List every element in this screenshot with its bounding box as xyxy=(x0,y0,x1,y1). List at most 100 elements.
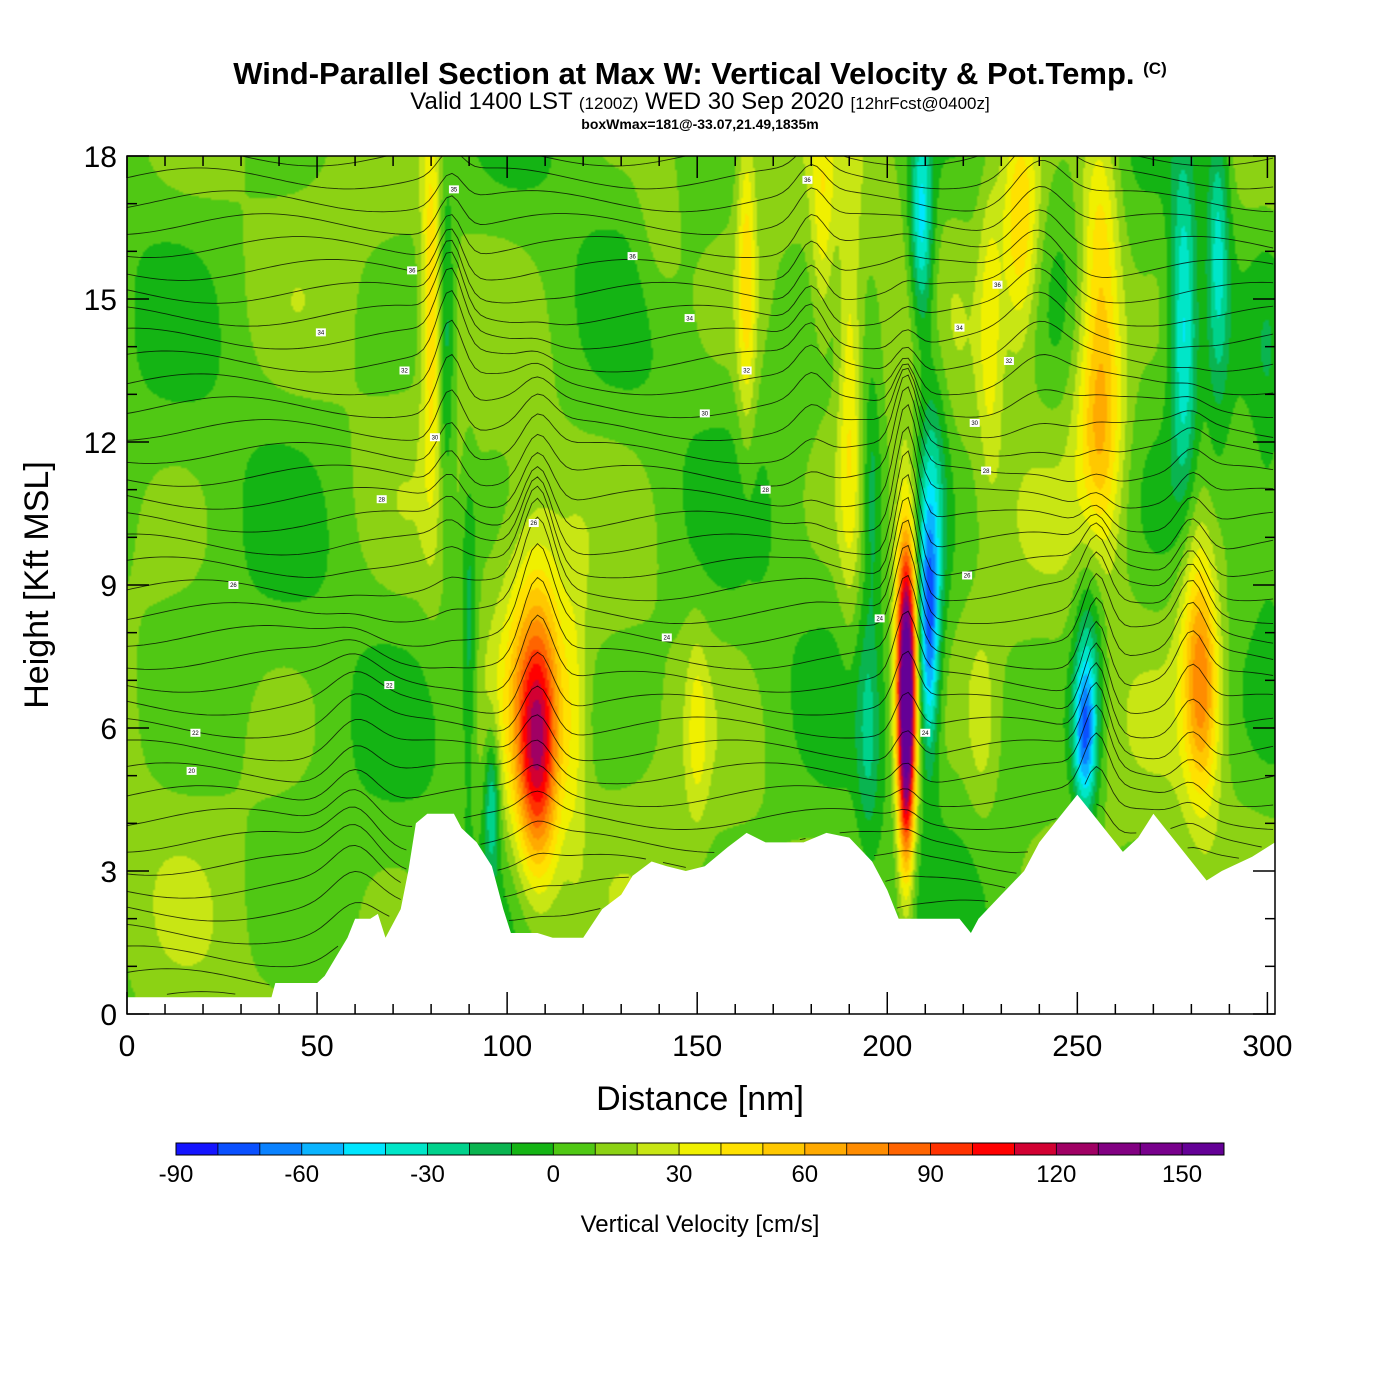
theta-label: 26 xyxy=(528,519,539,527)
theta-label-text: 32 xyxy=(743,369,750,375)
theta-label-box xyxy=(874,614,885,623)
theta-label: 34 xyxy=(684,314,695,322)
colorbar-swatch xyxy=(972,1143,1015,1155)
theta-label-text: 32 xyxy=(1006,359,1013,365)
theta-label: 28 xyxy=(981,466,992,475)
y-tick-label: 15 xyxy=(84,284,117,317)
theta-label: 36 xyxy=(802,175,813,184)
theta-contour-line xyxy=(127,374,1274,464)
theta-label-text: 24 xyxy=(876,617,883,623)
theta-contour-line xyxy=(127,450,1274,556)
theta-label-box xyxy=(661,633,672,642)
theta-label-box xyxy=(741,366,752,375)
x-axis-tick-labels: 0 50 100 150 200 250 300 xyxy=(119,1030,1293,1063)
theta-label: 32 xyxy=(741,366,752,375)
chart-title-block: Wind-Parallel Section at Max W: Vertical… xyxy=(0,52,1400,133)
colorbar-swatch xyxy=(217,1143,261,1155)
colorbar-frame xyxy=(175,1142,1225,1156)
colorbar-swatch xyxy=(804,1143,848,1155)
y-axis-tick-labels: 0 3 6 9 12 15 18 xyxy=(84,141,117,1032)
colorbar-swatch xyxy=(427,1143,470,1155)
colorbar-swatch xyxy=(1014,1143,1057,1155)
theta-label-text: 22 xyxy=(192,731,199,737)
theta-contour-line xyxy=(127,574,1274,670)
theta-contour-line xyxy=(127,473,1274,579)
colorbar xyxy=(175,1142,1225,1156)
x-tick-label: 100 xyxy=(482,1030,532,1063)
colorbar-swatch xyxy=(637,1143,680,1155)
theta-label-text: 34 xyxy=(318,331,325,337)
colorbar-swatch xyxy=(343,1143,387,1155)
theta-label-box xyxy=(190,728,201,737)
theta-contour-line xyxy=(127,186,1274,236)
theta-label: 34 xyxy=(954,323,965,332)
colorbar-swatch xyxy=(930,1143,973,1155)
theta-label-text: 24 xyxy=(663,636,670,642)
theta-label-text: 26 xyxy=(530,521,537,527)
colorbar-swatch xyxy=(511,1143,554,1155)
colorbar-swatch xyxy=(1056,1143,1099,1155)
theta-contour-line xyxy=(166,991,236,995)
theta-label-box xyxy=(627,252,638,261)
theta-contour-line xyxy=(127,681,1274,762)
theta-label-box xyxy=(315,328,326,337)
theta-contour-line xyxy=(127,824,1239,876)
theta-contour-line xyxy=(127,228,1274,281)
colorbar-swatch xyxy=(553,1143,596,1155)
colorbar-tick-label: -30 xyxy=(410,1161,445,1188)
theta-label-text: 35 xyxy=(451,188,458,194)
theta-label-box xyxy=(376,495,387,504)
theta-label: 30 xyxy=(429,433,440,442)
colorbar-swatch xyxy=(1140,1143,1183,1155)
theta-label-text: 36 xyxy=(994,283,1001,289)
theta-label-box xyxy=(429,433,440,442)
theta-label-text: 26 xyxy=(230,583,237,589)
plot-area: 35 36 36 36 36 34 34 34 32 32 32 30 30 30 28 28 28 26 26 26… xyxy=(126,155,1276,1015)
colorbar-tick-label: 60 xyxy=(791,1161,818,1188)
theta-contour-line xyxy=(127,732,1274,808)
theta-label-text: 28 xyxy=(983,469,990,475)
theta-label-text: 32 xyxy=(401,369,408,375)
theta-label: 32 xyxy=(399,366,410,375)
y-tick-label: 12 xyxy=(84,427,117,460)
colorbar-swatch xyxy=(679,1143,722,1155)
x-tick-label: 300 xyxy=(1242,1030,1292,1063)
theta-label-text: 28 xyxy=(762,488,769,494)
theta-contour-line xyxy=(127,267,1274,350)
theta-label-text: 28 xyxy=(378,497,385,503)
potential-temperature-labels: 35 36 36 36 36 34 34 34 32 32 32 30 30 30 28 28 28 26 26 26… xyxy=(186,175,1014,775)
x-tick-label: 50 xyxy=(300,1030,333,1063)
theta-contour-line xyxy=(127,239,1274,304)
theta-contour-line xyxy=(127,403,1274,510)
axis-ticks xyxy=(126,155,1275,1015)
theta-label-box xyxy=(954,323,965,332)
colorbar-tick-label: 0 xyxy=(547,1161,560,1188)
colorbar-swatch xyxy=(469,1143,512,1155)
x-tick-label: 250 xyxy=(1052,1030,1102,1063)
colorbar-swatch xyxy=(1182,1143,1225,1155)
x-tick-label: 150 xyxy=(672,1030,722,1063)
colorbar-swatch xyxy=(720,1143,764,1155)
theta-label-box xyxy=(1003,356,1014,365)
theta-contour-line xyxy=(127,367,1274,442)
theta-label: 30 xyxy=(699,409,710,418)
theta-contour-line xyxy=(127,870,989,922)
theta-contour-line xyxy=(127,642,1274,716)
theta-label-box xyxy=(992,280,1003,289)
theta-label-box xyxy=(969,418,980,427)
colorbar-tick-labels: -90 -60 -30 0 30 60 90 120 150 xyxy=(159,1161,1202,1188)
theta-label-text: 34 xyxy=(956,326,963,332)
colorbar-tick-label: 30 xyxy=(666,1161,693,1188)
theta-contour-line xyxy=(127,426,1274,533)
colorbar-swatch xyxy=(595,1143,638,1155)
theta-label-box xyxy=(981,466,992,475)
theta-label-text: 24 xyxy=(922,731,929,737)
y-tick-label: 6 xyxy=(100,713,117,746)
theta-label: 24 xyxy=(661,633,672,642)
theta-label: 36 xyxy=(627,252,638,261)
chart-subtitle: Valid 1400 LST (1200Z) WED 30 Sep 2020 [… xyxy=(410,88,990,115)
terrain-mask xyxy=(127,794,1275,1014)
colorbar-swatch xyxy=(1098,1143,1141,1155)
theta-label-box xyxy=(399,366,410,375)
